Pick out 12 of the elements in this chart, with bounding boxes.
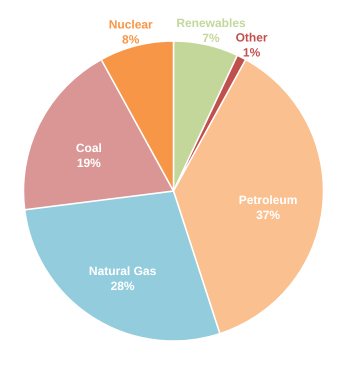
slice-label: Petroleum	[238, 192, 298, 207]
slice-label: Nuclear	[108, 17, 154, 32]
data-label: 8%	[122, 32, 140, 46]
data-label: 19%	[76, 156, 102, 170]
data-label: 37%	[256, 208, 280, 222]
slice-label: Natural Gas	[88, 264, 157, 278]
slice-label: Other	[236, 30, 268, 45]
slice-label: Coal	[76, 140, 102, 155]
slice-label: Renewables	[176, 16, 246, 30]
data-label: 28%	[110, 279, 135, 294]
data-label: 7%	[202, 31, 220, 46]
data-label: 1%	[242, 46, 261, 60]
